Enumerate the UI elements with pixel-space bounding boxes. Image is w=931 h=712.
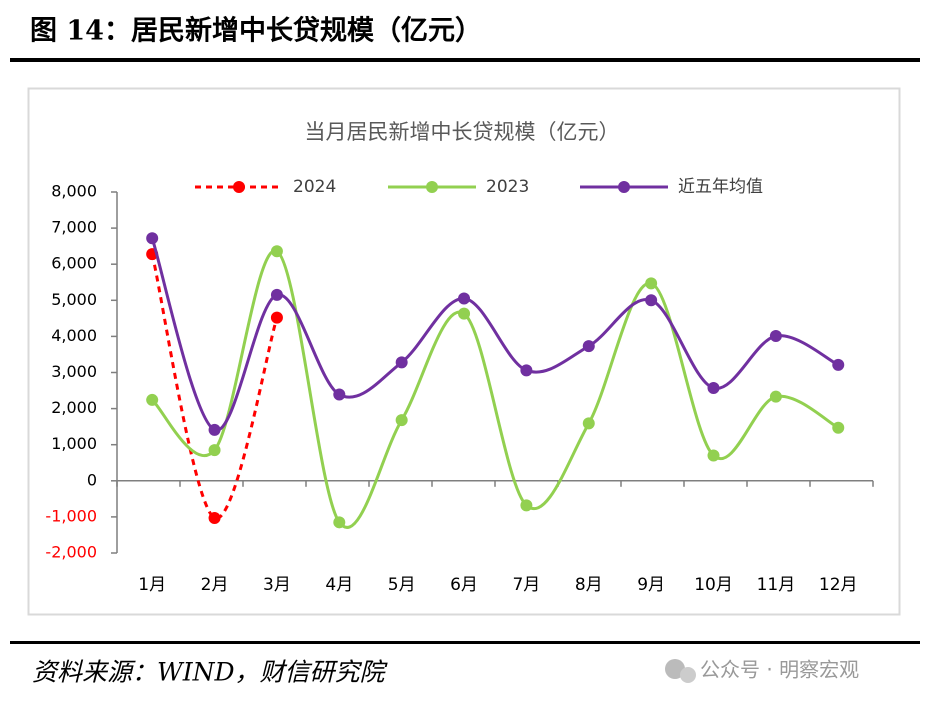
x-tick-label: 3月 bbox=[263, 575, 291, 595]
legend-label: 2024 bbox=[293, 177, 336, 197]
series-marker bbox=[707, 382, 720, 395]
series-marker bbox=[520, 499, 533, 512]
series-marker bbox=[333, 516, 346, 529]
series-marker bbox=[395, 414, 408, 427]
y-tick-label: -1,000 bbox=[45, 506, 97, 525]
series-marker bbox=[769, 390, 782, 403]
x-tick-label: 10月 bbox=[694, 575, 733, 595]
x-tick-label: 4月 bbox=[325, 575, 353, 595]
y-tick-label: 4,000 bbox=[51, 326, 97, 345]
series-marker bbox=[333, 388, 346, 401]
x-tick-label: 11月 bbox=[757, 575, 796, 595]
header-rule bbox=[10, 58, 920, 62]
series-marker bbox=[458, 307, 471, 320]
series-marker bbox=[832, 421, 845, 434]
chart-frame bbox=[27, 87, 901, 616]
watermark: 公众号 · 明察宏观 bbox=[700, 658, 859, 682]
y-tick-label: 1,000 bbox=[51, 434, 97, 453]
series-marker bbox=[707, 449, 720, 462]
watermark-icon bbox=[665, 659, 696, 683]
legend-label: 2023 bbox=[486, 177, 529, 197]
x-tick-label: 2月 bbox=[201, 575, 229, 595]
series-marker bbox=[208, 444, 221, 457]
legend-label: 近五年均值 bbox=[678, 177, 763, 197]
legend-marker bbox=[618, 181, 630, 193]
series-marker bbox=[270, 288, 283, 301]
x-tick-label: 8月 bbox=[575, 575, 603, 595]
y-tick-label: 5,000 bbox=[51, 290, 97, 309]
series-marker bbox=[832, 358, 845, 371]
legend-marker bbox=[426, 181, 438, 193]
source-note: 资料来源：WIND，财信研究院 bbox=[32, 658, 388, 687]
x-tick-label: 6月 bbox=[450, 575, 478, 595]
series-marker bbox=[582, 340, 595, 353]
figure-title: 图 14：居民新增中长贷规模（亿元） bbox=[30, 15, 482, 47]
series-marker bbox=[769, 330, 782, 343]
y-tick-label: 6,000 bbox=[51, 254, 97, 273]
series-marker bbox=[270, 311, 283, 324]
y-tick-label: -2,000 bbox=[45, 543, 97, 562]
y-tick-label: 2,000 bbox=[51, 398, 97, 417]
series-marker bbox=[146, 232, 159, 245]
x-tick-label: 9月 bbox=[637, 575, 665, 595]
x-tick-label: 7月 bbox=[512, 575, 540, 595]
legend-marker bbox=[233, 181, 245, 193]
series-marker bbox=[520, 364, 533, 377]
series-marker bbox=[395, 356, 408, 369]
series-marker bbox=[208, 423, 221, 436]
y-tick-label: 0 bbox=[87, 470, 97, 489]
series-marker bbox=[645, 294, 658, 307]
series-line bbox=[150, 253, 279, 520]
y-tick-label: 8,000 bbox=[51, 182, 97, 201]
series-marker bbox=[146, 393, 159, 406]
series-line bbox=[151, 249, 840, 529]
x-tick-label: 5月 bbox=[388, 575, 416, 595]
y-tick-label: 7,000 bbox=[51, 218, 97, 237]
series-marker bbox=[270, 245, 283, 258]
series-marker bbox=[645, 277, 658, 290]
x-tick-label: 1月 bbox=[138, 575, 166, 595]
series-marker bbox=[208, 511, 221, 524]
chart-title: 当月居民新增中长贷规模（亿元） bbox=[305, 120, 620, 144]
series-marker bbox=[582, 417, 595, 430]
y-tick-label: 3,000 bbox=[51, 362, 97, 381]
x-tick-label: 12月 bbox=[819, 575, 858, 595]
footer-rule bbox=[10, 641, 920, 644]
series-marker bbox=[458, 292, 471, 305]
